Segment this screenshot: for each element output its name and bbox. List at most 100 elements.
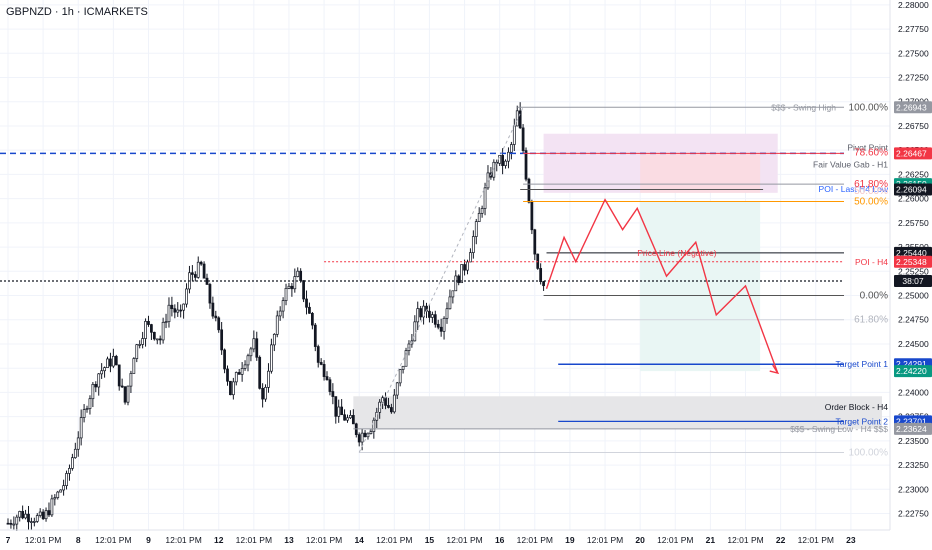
projection-arrow-head bbox=[769, 364, 780, 375]
candle-bear bbox=[220, 329, 224, 351]
candle-bear bbox=[150, 324, 153, 333]
candle-bull bbox=[498, 155, 502, 164]
fib-100-neg-label: 100.00% bbox=[849, 447, 889, 458]
candle-bear bbox=[363, 432, 367, 438]
fib-618-neg-label: 61.80% bbox=[854, 315, 888, 326]
order-block-zone bbox=[353, 396, 882, 429]
candle-bull bbox=[404, 350, 408, 367]
x-tick-label: 12:01 PM bbox=[517, 535, 553, 545]
candle-bull bbox=[82, 409, 86, 418]
candle-bull bbox=[135, 344, 139, 359]
candle-bull bbox=[510, 144, 513, 153]
x-tick-label: 19 bbox=[565, 535, 575, 545]
candle-bull bbox=[454, 275, 458, 292]
scale-tag-label: 2.24220 bbox=[896, 366, 927, 376]
candle-bull bbox=[504, 160, 507, 166]
candle-bull bbox=[91, 384, 95, 400]
candle-bear bbox=[258, 356, 262, 389]
y-tick-label: 2.26250 bbox=[898, 169, 929, 179]
candle-bull bbox=[106, 358, 109, 368]
candle-bull bbox=[65, 473, 68, 487]
x-tick-label: 7 bbox=[6, 535, 11, 545]
scale-tag bbox=[894, 183, 932, 196]
candle-bull bbox=[97, 373, 101, 388]
scale-tag bbox=[894, 365, 932, 378]
candle-bear bbox=[214, 315, 218, 319]
symbol-title: GBPNZD · 1h · ICMARKETS bbox=[6, 6, 148, 18]
y-tick-label: 2.27250 bbox=[898, 73, 929, 83]
fib-78-label: 78.60% bbox=[854, 147, 888, 158]
candle-bear bbox=[325, 376, 329, 381]
candle-bull bbox=[398, 369, 402, 384]
candle-bear bbox=[173, 308, 177, 313]
candle-bear bbox=[229, 380, 232, 396]
scale-tag-label: 2.24291 bbox=[896, 359, 927, 369]
candle-bull bbox=[76, 437, 80, 450]
swing-high-label: $$$ - Swing High bbox=[771, 102, 836, 112]
y-tick-label: 2.25750 bbox=[898, 218, 929, 228]
candle-bear bbox=[117, 364, 121, 387]
candle-bear bbox=[351, 415, 355, 425]
candle-bear bbox=[331, 391, 335, 397]
x-tick-label: 12:01 PM bbox=[236, 535, 272, 545]
x-tick-label: 23 bbox=[846, 535, 856, 545]
candle-bull bbox=[18, 511, 22, 518]
scale-tag bbox=[894, 422, 932, 435]
poi-h4-label: POI - H4 bbox=[855, 257, 888, 267]
scale-tag-label: 2.26943 bbox=[896, 102, 927, 112]
candle-bear bbox=[428, 310, 431, 318]
candle-bull bbox=[507, 151, 510, 162]
candle-bull bbox=[161, 321, 165, 341]
candle-bull bbox=[515, 110, 519, 127]
fib-0-label: 0.00% bbox=[860, 291, 888, 302]
candle-bear bbox=[536, 253, 540, 269]
candle-bull bbox=[270, 344, 273, 372]
y-tick-label: 2.24000 bbox=[898, 387, 929, 397]
candle-bear bbox=[21, 511, 25, 519]
candle-bear bbox=[94, 384, 98, 388]
candle-bull bbox=[483, 187, 487, 209]
candle-bull bbox=[231, 381, 235, 396]
candle-bull bbox=[240, 368, 244, 375]
candle-bull bbox=[164, 321, 168, 324]
scale-tag-label: 2.25440 bbox=[896, 248, 927, 258]
candle-bear bbox=[179, 309, 183, 312]
candle-bear bbox=[27, 513, 30, 523]
candle-bull bbox=[278, 310, 282, 317]
candle-bear bbox=[47, 510, 51, 516]
scale-tag-label: 2.23624 bbox=[896, 424, 927, 434]
x-tick-label: 8 bbox=[76, 535, 81, 545]
candle-bear bbox=[343, 414, 346, 421]
candle-bull bbox=[182, 303, 185, 311]
y-tick-label: 2.23000 bbox=[898, 484, 929, 494]
candle-bull bbox=[267, 370, 270, 388]
candle-bull bbox=[155, 338, 159, 341]
x-tick-label: 12:01 PM bbox=[446, 535, 482, 545]
y-tick-label: 2.24500 bbox=[898, 339, 929, 349]
candle-bear bbox=[457, 275, 461, 284]
candle-bull bbox=[395, 382, 399, 396]
candle-bull bbox=[272, 333, 276, 346]
candle-bear bbox=[205, 277, 209, 285]
candle-bull bbox=[445, 308, 449, 319]
candle-bull bbox=[392, 394, 396, 413]
x-tick-label: 20 bbox=[635, 535, 645, 545]
candle-bull bbox=[62, 485, 65, 491]
candle-bull bbox=[413, 321, 417, 342]
candle-bull bbox=[12, 523, 16, 526]
candle-bull bbox=[243, 364, 247, 369]
candle-bull bbox=[111, 355, 115, 367]
candle-bear bbox=[316, 346, 320, 363]
candle-bull bbox=[372, 419, 376, 432]
scale-tag bbox=[894, 101, 932, 114]
fib-50-faint-label: 50.00% bbox=[854, 186, 888, 197]
candle-bear bbox=[302, 280, 305, 300]
candle-bear bbox=[436, 323, 440, 328]
target-2-label: Target Point 2 bbox=[836, 416, 889, 426]
candle-bull bbox=[246, 355, 250, 366]
y-tick-label: 2.25000 bbox=[898, 291, 929, 301]
candle-bear bbox=[533, 229, 537, 255]
x-tick-label: 12:01 PM bbox=[95, 535, 131, 545]
